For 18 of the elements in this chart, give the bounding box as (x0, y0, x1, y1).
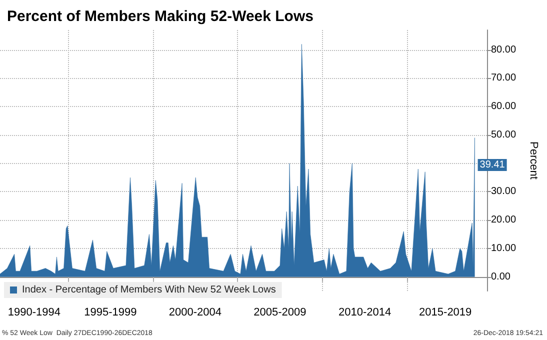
y-tick-label: 80.00 (491, 44, 516, 56)
x-tick-label: 2010-2014 (338, 306, 392, 318)
y-axis-title: Percent (528, 142, 540, 180)
y-tick-label: 20.00 (491, 214, 516, 226)
y-tick-label: 50.00 (491, 129, 516, 140)
x-tick-label: 1990-1994 (8, 306, 60, 318)
y-tick-label: 60.00 (491, 101, 516, 112)
y-tick-label: 70.00 (491, 72, 516, 84)
y-tick-label: 0.00 (491, 271, 511, 282)
chart-title: Percent of Members Making 52-Week Lows (7, 8, 314, 25)
x-tick-label: 2005-2009 (254, 306, 306, 318)
x-tick-label: 1995-1999 (84, 306, 137, 318)
x-tick-label: 2000-2004 (168, 306, 222, 318)
x-tick-label: 2015-2019 (419, 306, 472, 318)
legend-label: Index - Percentage of Members With New 52 Week Lows (22, 284, 276, 296)
y-tick-label: 10.00 (491, 242, 516, 254)
y-tick-label: 30.00 (491, 186, 516, 198)
data-label: 39.41 (480, 160, 506, 171)
